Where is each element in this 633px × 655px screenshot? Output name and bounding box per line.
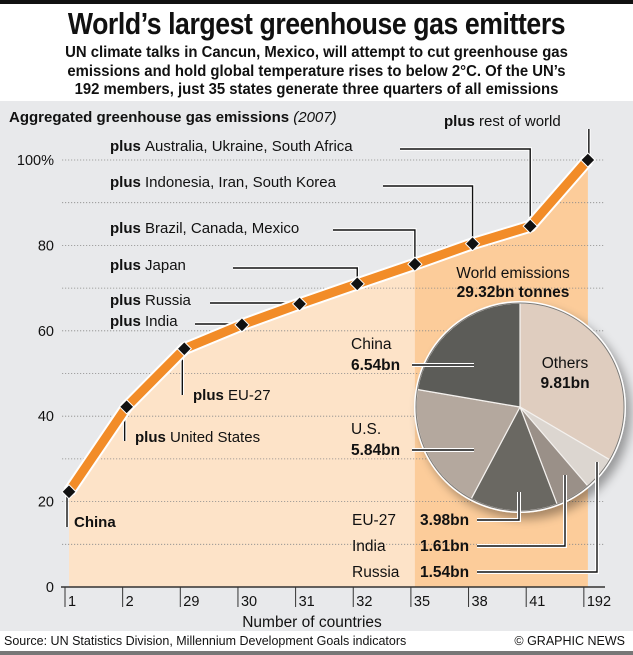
- annotation-countries: United States: [170, 429, 260, 446]
- pie-slice-name: China: [351, 336, 392, 353]
- pie-slice-name: India: [352, 538, 386, 555]
- bottom-rule: [0, 651, 633, 655]
- leader-outline: [383, 184, 475, 244]
- subtitle-line: emissions and hold global temperature ri…: [67, 62, 566, 80]
- data-point-marker: [291, 296, 308, 312]
- annotation-label: plus Indonesia, Iran, South Korea: [110, 174, 337, 191]
- pie-title: World emissions: [456, 265, 570, 282]
- x-tick-label: 192: [587, 594, 611, 610]
- data-point-marker: [61, 484, 77, 500]
- annotation-label: plus Australia, Ukraine, South Africa: [110, 138, 353, 155]
- pie-slice-name: Others: [542, 355, 589, 372]
- pie-slice-name: EU-27: [352, 512, 396, 529]
- line-chart-title: Aggregated greenhouse gas emissions (200…: [9, 109, 337, 126]
- x-tick-label: 41: [529, 594, 545, 610]
- data-point-marker: [522, 218, 538, 234]
- credit: © GRAPHIC NEWS: [514, 634, 625, 648]
- data-point-marker: [118, 399, 135, 415]
- annotation-label: plus Japan: [110, 257, 186, 274]
- annotation-prefix: plus: [193, 387, 228, 404]
- annotation-prefix: plus: [110, 257, 145, 274]
- annotation-label: plus Russia: [110, 292, 192, 309]
- x-tick-label: 30: [241, 594, 257, 610]
- annotation-prefix: plus: [110, 292, 145, 309]
- pie-leader-line: [477, 475, 566, 547]
- chart-title: World’s largest greenhouse gas emitters: [67, 6, 566, 41]
- y-tick-label: 60: [38, 324, 54, 340]
- data-point-marker: [176, 341, 193, 357]
- pie-slice-value: 5.84bn: [351, 442, 400, 459]
- pie-slice-value: 3.98bn: [420, 512, 469, 529]
- subtitle-line: UN climate talks in Cancun, Mexico, will…: [65, 44, 568, 61]
- leader-line: [400, 148, 531, 227]
- footer: Source: UN Statistics Division, Millenni…: [0, 631, 633, 651]
- annotation-countries: Brazil, Canada, Mexico: [145, 220, 299, 237]
- annotation-countries: Japan: [145, 257, 186, 274]
- annotation-label: plus United States: [135, 429, 260, 446]
- x-tick-label: 1: [68, 594, 76, 610]
- pie-slice-value: 6.54bn: [351, 357, 400, 374]
- y-tick-label: 0: [46, 580, 54, 596]
- x-axis-label: Number of countries: [242, 614, 382, 631]
- pie-slice-name: U.S.: [351, 421, 381, 438]
- pie-slice-value: 9.81bn: [540, 375, 589, 392]
- data-point-marker: [349, 276, 365, 292]
- emissions-line: [65, 157, 592, 495]
- data-point-marker: [234, 317, 250, 333]
- annotation-label: plus India: [110, 313, 178, 330]
- data-point-marker: [407, 256, 423, 272]
- annotation-prefix: plus: [444, 113, 479, 130]
- top-rule: [0, 0, 633, 4]
- annotation-prefix: plus: [110, 138, 145, 155]
- y-tick-label: 20: [38, 495, 54, 511]
- annotation-prefix: plus: [110, 313, 145, 330]
- y-tick-label: 80: [38, 238, 54, 254]
- pie-slice-name: Russia: [352, 564, 400, 581]
- annotation-prefix: plus: [110, 174, 145, 191]
- x-tick-label: 32: [356, 594, 372, 610]
- annotation-countries: Indonesia, Iran, South Korea: [145, 174, 337, 191]
- leader-line: [383, 185, 474, 244]
- leader-outline: [333, 228, 417, 265]
- annotation-countries: India: [145, 313, 178, 330]
- pie-leader-line: [477, 492, 520, 521]
- annotation-countries: Australia, Ukraine, South Africa: [145, 138, 353, 155]
- pie-total: 29.32bn tonnes: [457, 284, 570, 301]
- annotation-prefix: plus: [135, 429, 170, 446]
- y-tick-label: 100%: [17, 153, 54, 169]
- annotation-countries: EU-27: [228, 387, 271, 404]
- source-note: Source: UN Statistics Division, Millenni…: [4, 634, 407, 648]
- leader-line: [333, 229, 416, 265]
- annotation-countries: Russia: [145, 292, 192, 309]
- data-point-marker: [580, 152, 596, 168]
- pie-slice-value: 1.61bn: [420, 538, 469, 555]
- x-tick-label: 35: [414, 594, 430, 610]
- subtitle-line: 192 members, just 35 states generate thr…: [74, 81, 559, 98]
- pie-leader-line: [477, 462, 598, 573]
- pie-slice-value: 1.54bn: [420, 564, 469, 581]
- annotation-label: plus EU-27: [193, 387, 271, 404]
- pie-chart: [414, 301, 626, 513]
- leader-outline: [233, 266, 359, 284]
- annotation-label: plus Brazil, Canada, Mexico: [110, 220, 299, 237]
- leader-line: [233, 267, 358, 284]
- x-tick-label: 38: [472, 594, 488, 610]
- annotation-label: China: [74, 514, 116, 531]
- line-chart-year: (2007): [293, 109, 336, 126]
- annotation-label: plus rest of world: [444, 113, 561, 130]
- annotation-prefix: plus: [110, 220, 145, 237]
- x-tick-label: 29: [183, 594, 199, 610]
- chart-subtitle: UN climate talks in Cancun, Mexico, will…: [0, 44, 633, 100]
- x-tick-label: 2: [126, 594, 134, 610]
- annotation-countries: rest of world: [479, 113, 561, 130]
- data-point-marker: [464, 235, 481, 252]
- y-tick-label: 40: [38, 409, 54, 425]
- x-tick-label: 31: [299, 594, 315, 610]
